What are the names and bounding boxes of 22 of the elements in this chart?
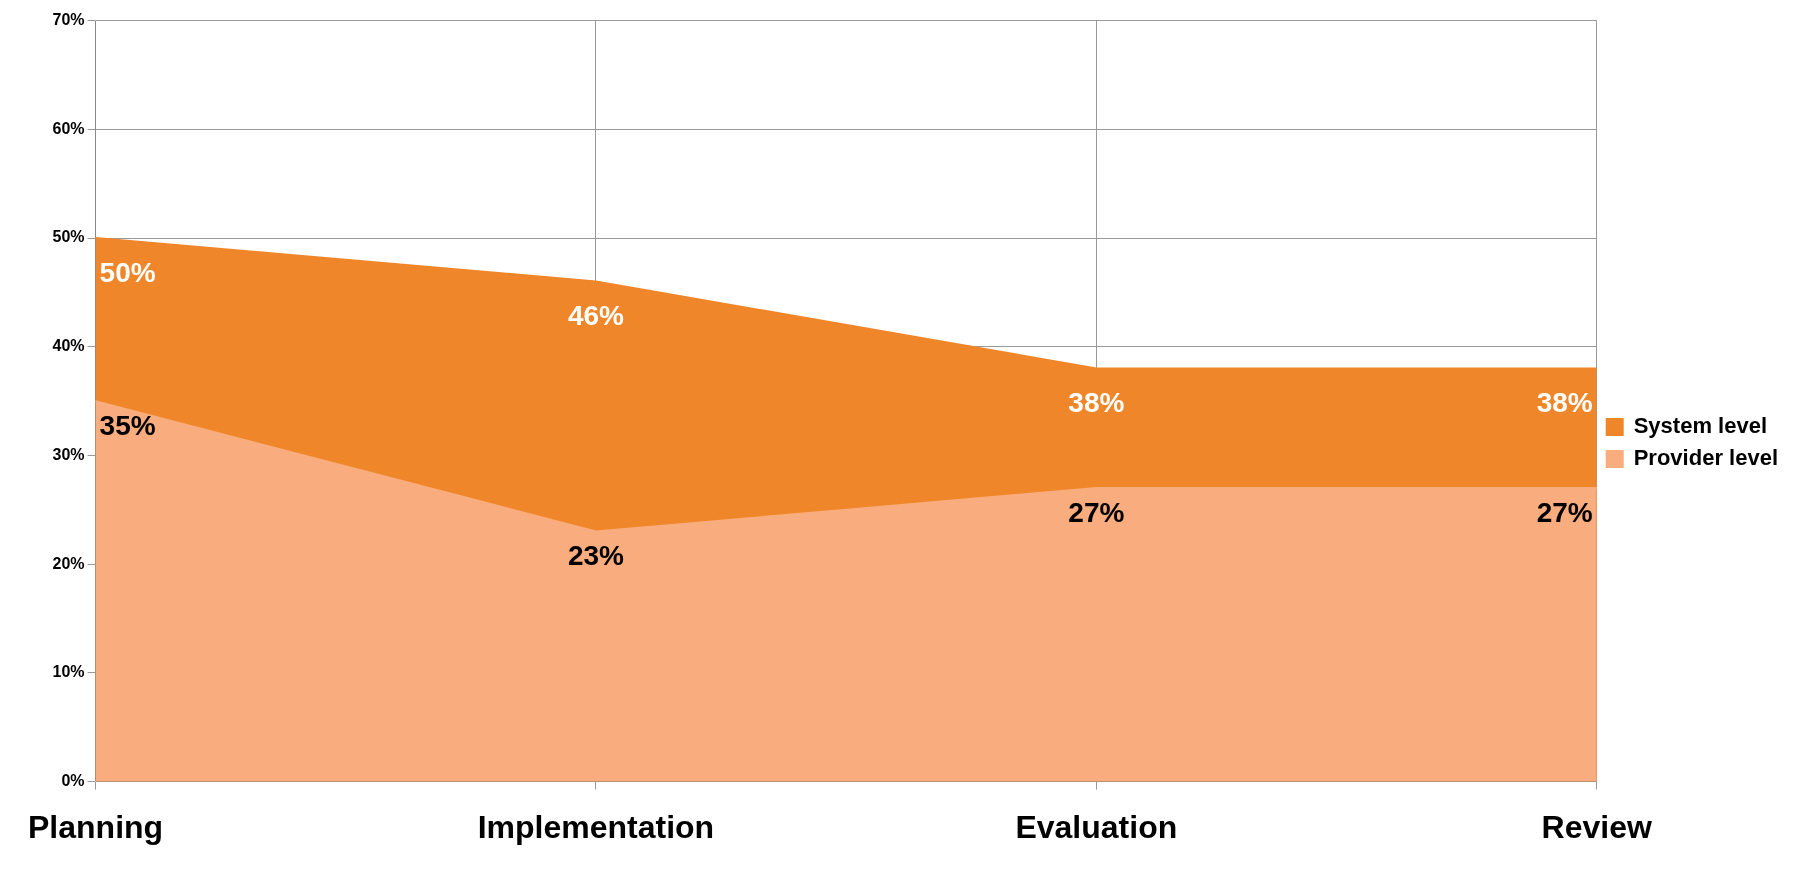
data-label: 38%	[1068, 387, 1125, 419]
data-label: 23%	[567, 540, 625, 572]
data-label: 50%	[99, 256, 156, 288]
y-tick-label: 50%	[52, 228, 85, 246]
x-tick-label: Review	[1541, 808, 1652, 845]
y-tick-label: 40%	[52, 337, 85, 355]
data-label: 38%	[1536, 387, 1593, 419]
x-tick-label: Evaluation	[1015, 808, 1178, 845]
y-tick-label: 60%	[52, 119, 85, 137]
y-tick-label: 20%	[52, 554, 85, 572]
y-tick-label: 10%	[52, 663, 85, 681]
data-label: 27%	[1068, 496, 1125, 528]
y-tick-label: 0%	[61, 772, 85, 790]
x-tick-label: Implementation	[477, 808, 715, 845]
x-tick-label: Planning	[28, 808, 164, 845]
legend-label: Provider level	[1633, 445, 1779, 471]
data-label: 27%	[1536, 496, 1593, 528]
y-tick-label: 70%	[52, 11, 85, 29]
data-label: 46%	[567, 300, 625, 332]
data-label: 35%	[99, 409, 156, 441]
y-tick-label: 30%	[52, 445, 85, 463]
legend-label: System level	[1633, 413, 1768, 439]
